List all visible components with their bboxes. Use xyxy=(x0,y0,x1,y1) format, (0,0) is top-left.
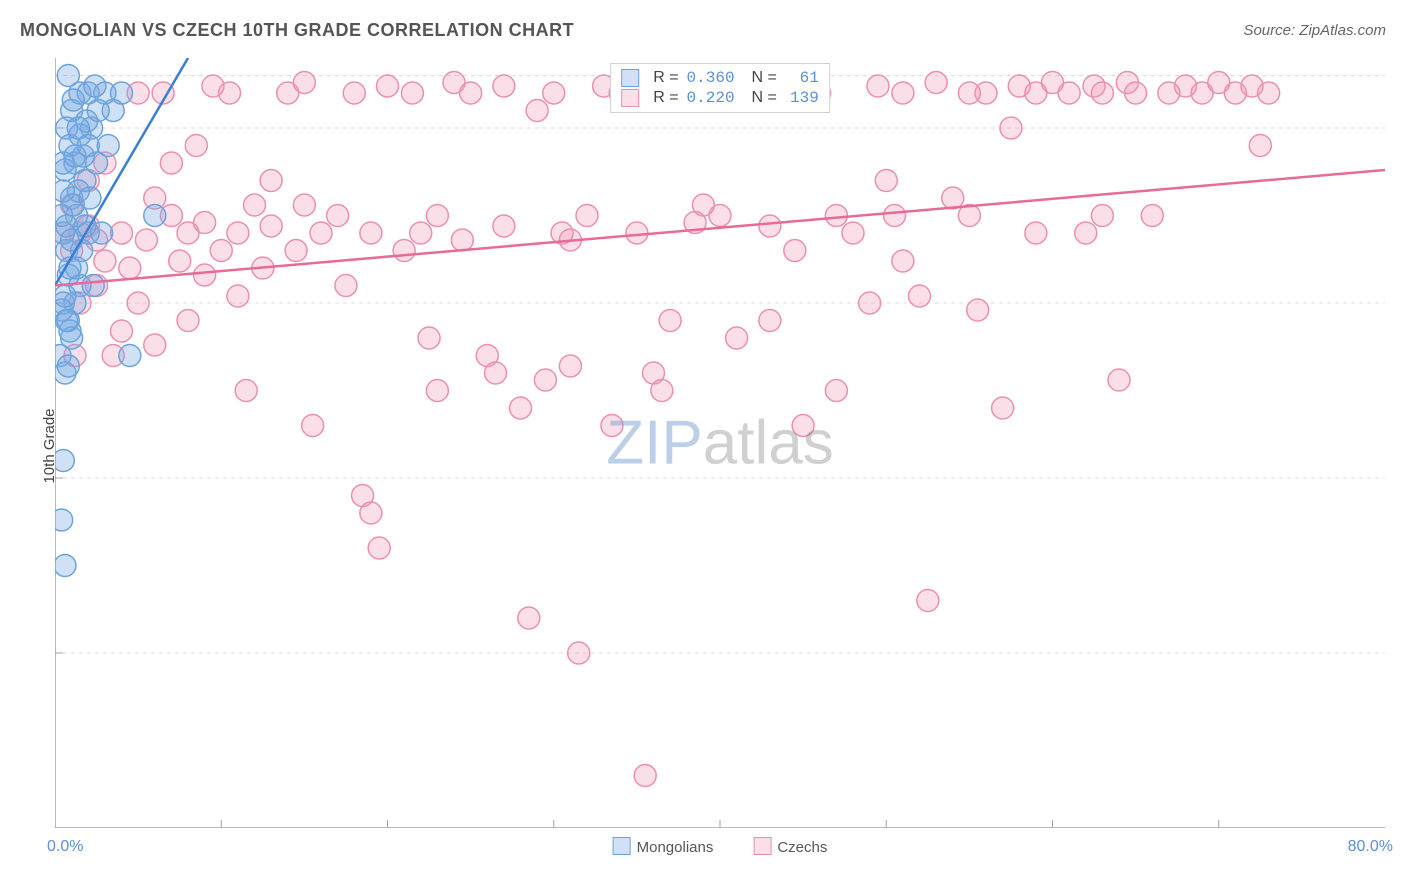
x-tick-label-min: 0.0% xyxy=(47,838,83,856)
legend-swatch xyxy=(613,837,631,855)
stat-r-value: 0.220 xyxy=(687,89,735,107)
stat-n-value: 139 xyxy=(785,89,819,107)
stat-n-value: 61 xyxy=(785,69,819,87)
legend-swatch xyxy=(753,837,771,855)
legend-label: Czechs xyxy=(777,839,827,856)
stat-n-label: N = xyxy=(743,89,777,107)
x-tick-label-max: 80.0% xyxy=(1348,838,1393,856)
source-label: Source: ZipAtlas.com xyxy=(1243,22,1386,39)
stats-row: R = 0.360 N = 61 xyxy=(621,68,819,88)
stat-n-label: N = xyxy=(743,69,777,87)
stats-row: R = 0.220 N = 139 xyxy=(621,88,819,108)
legend: Mongolians Czechs xyxy=(613,837,828,856)
stats-legend: R = 0.360 N = 61R = 0.220 N = 139 xyxy=(610,63,830,113)
legend-swatch xyxy=(621,89,639,107)
legend-item: Czechs xyxy=(753,837,827,856)
stat-r-label: R = xyxy=(653,89,678,107)
stat-r-label: R = xyxy=(653,69,678,87)
legend-label: Mongolians xyxy=(637,839,714,856)
legend-item: Mongolians xyxy=(613,837,714,856)
stat-r-value: 0.360 xyxy=(687,69,735,87)
scatter-chart: ZIPatlas R = 0.360 N = 61R = 0.220 N = 1… xyxy=(55,58,1385,828)
legend-swatch xyxy=(621,69,639,87)
chart-svg xyxy=(55,58,1385,828)
chart-title: MONGOLIAN VS CZECH 10TH GRADE CORRELATIO… xyxy=(20,20,574,40)
